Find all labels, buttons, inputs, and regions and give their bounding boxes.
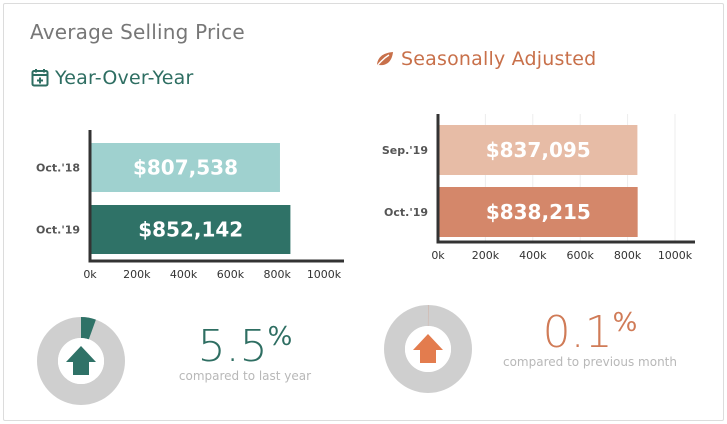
x-tick-label: 200k [123, 268, 151, 281]
x-tick-label: 600k [567, 249, 595, 262]
x-tick-label: 800k [264, 268, 292, 281]
x-tick-label: 1000k [307, 268, 342, 281]
leaf-icon [375, 50, 395, 73]
seasonal-change: 0.1% compared to previous month [500, 308, 680, 369]
x-tick-label: 0k [431, 249, 445, 262]
percent-sign: % [267, 322, 293, 352]
page-title: Average Selling Price [30, 20, 245, 44]
change-caption: compared to last year [178, 369, 312, 383]
x-tick-label: 0k [83, 268, 97, 281]
donut-segment [80, 317, 96, 340]
x-tick-label: 200k [472, 249, 500, 262]
change-value: 5.5 [197, 321, 268, 372]
bar-1 [91, 205, 291, 254]
category-label: Oct.'18 [36, 162, 80, 175]
bar-value-label: $852,142 [138, 218, 243, 242]
bar-0 [91, 143, 280, 192]
arrow-up-icon [66, 346, 96, 375]
percent-sign: % [612, 308, 638, 338]
section-title-year-over-year: Year-Over-Year [31, 67, 194, 92]
change-caption: compared to previous month [502, 355, 677, 369]
calendar-plus-icon [31, 68, 49, 92]
x-tick-label: 400k [519, 249, 547, 262]
x-tick-label: 800k [614, 249, 642, 262]
category-label: Oct.'19 [36, 224, 80, 237]
x-tick-label: 600k [217, 268, 245, 281]
year-over-year-change: 5.5% compared to last year [170, 322, 320, 383]
seasonally-adjusted-donut [384, 305, 472, 393]
section-title-seasonally-adjusted: Seasonally Adjusted [375, 48, 596, 73]
section-title-label: Year-Over-Year [55, 67, 194, 89]
bar-0 [439, 125, 638, 175]
bar-1 [439, 187, 638, 237]
bar-value-label: $807,538 [133, 156, 238, 180]
year-over-year-donut [37, 317, 125, 405]
arrow-up-icon [413, 334, 443, 363]
change-value: 0.1 [542, 307, 613, 358]
category-label: Oct.'19 [384, 206, 428, 219]
x-tick-label: 400k [170, 268, 198, 281]
section-title-label: Seasonally Adjusted [401, 48, 597, 70]
category-label: Sep.'19 [382, 144, 428, 157]
bar-value-label: $837,095 [486, 138, 591, 162]
x-tick-label: 1000k [658, 249, 693, 262]
bar-value-label: $838,215 [486, 200, 591, 224]
